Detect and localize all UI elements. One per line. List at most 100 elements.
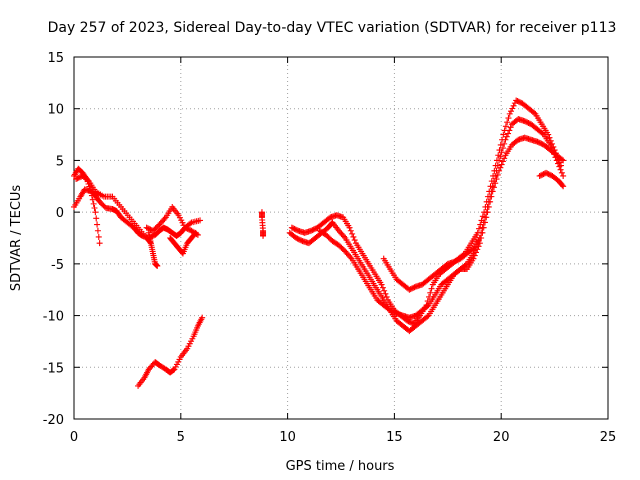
data-point xyxy=(346,252,353,259)
data-point xyxy=(504,119,511,126)
data-point xyxy=(547,141,554,148)
data-point xyxy=(548,145,555,152)
data-point xyxy=(428,285,435,292)
data-point xyxy=(381,287,388,294)
data-point xyxy=(191,230,198,237)
data-point xyxy=(537,140,544,147)
data-point xyxy=(308,227,315,234)
data-point xyxy=(409,320,416,327)
data-point xyxy=(557,166,564,173)
data-point xyxy=(499,158,506,165)
data-point xyxy=(531,109,538,116)
data-point xyxy=(502,123,509,130)
data-point xyxy=(90,200,97,207)
data-point xyxy=(537,172,544,179)
data-point xyxy=(388,308,395,315)
data-point xyxy=(382,290,389,297)
data-point xyxy=(501,155,508,162)
data-point xyxy=(490,184,497,191)
data-point xyxy=(499,145,506,152)
data-point xyxy=(192,229,199,236)
data-point xyxy=(343,249,350,256)
data-point xyxy=(470,255,477,262)
series-3 xyxy=(73,172,154,247)
data-point xyxy=(481,214,488,221)
data-point xyxy=(347,227,354,234)
data-point xyxy=(560,183,567,190)
data-point xyxy=(294,235,301,242)
data-point xyxy=(410,284,417,291)
data-point xyxy=(498,149,505,156)
data-point xyxy=(291,225,298,232)
data-point xyxy=(379,284,386,291)
data-point xyxy=(475,225,482,232)
data-point xyxy=(503,133,510,140)
data-point xyxy=(540,171,547,178)
series-13 xyxy=(536,169,567,190)
data-point xyxy=(505,130,512,137)
plot-frame xyxy=(73,56,609,420)
series-11 xyxy=(316,116,567,321)
data-point xyxy=(496,157,503,164)
data-point xyxy=(480,219,487,226)
data-point xyxy=(296,236,303,243)
data-point xyxy=(389,308,396,315)
data-point xyxy=(170,366,177,373)
data-point xyxy=(148,363,155,370)
data-point xyxy=(92,209,99,216)
data-point xyxy=(483,209,490,216)
data-point xyxy=(350,233,357,240)
series-2 xyxy=(71,186,201,241)
data-point xyxy=(536,172,543,179)
data-point xyxy=(187,220,194,227)
data-point xyxy=(378,281,385,288)
data-point xyxy=(478,229,485,236)
grid-lines xyxy=(74,57,608,419)
data-point xyxy=(199,314,206,321)
data-point xyxy=(493,167,500,174)
data-point xyxy=(479,224,486,231)
data-point xyxy=(149,362,156,369)
data-point xyxy=(453,257,460,264)
data-point xyxy=(515,98,522,105)
x-tick-label: 5 xyxy=(177,430,185,445)
y-tick-label: 15 xyxy=(47,51,64,66)
data-point xyxy=(556,163,563,170)
data-point xyxy=(452,258,459,265)
data-point xyxy=(497,153,504,160)
data-point xyxy=(340,233,347,240)
data-point xyxy=(551,151,558,158)
data-point xyxy=(560,172,567,179)
data-point xyxy=(544,170,551,177)
data-point xyxy=(506,127,513,134)
data-point xyxy=(469,246,476,253)
data-point xyxy=(553,157,560,164)
y-tick-label: 5 xyxy=(56,154,64,169)
data-point xyxy=(555,160,562,167)
chart-title: Day 257 of 2023, Sidereal Day-to-day VTE… xyxy=(48,20,617,36)
data-point xyxy=(451,258,458,265)
data-point xyxy=(470,250,477,257)
data-point xyxy=(91,205,98,212)
data-point xyxy=(558,169,565,176)
data-point xyxy=(487,193,494,200)
data-point xyxy=(455,256,462,263)
y-tick-label: -10 xyxy=(43,310,64,325)
data-point xyxy=(427,289,434,296)
data-point xyxy=(93,215,100,222)
data-point xyxy=(408,285,415,292)
data-point xyxy=(84,177,91,184)
series-5 xyxy=(145,229,161,269)
data-point xyxy=(552,154,559,161)
data-point xyxy=(89,196,96,203)
data-point xyxy=(476,235,483,241)
data-point xyxy=(497,141,504,148)
series-6 xyxy=(167,229,199,257)
data-point xyxy=(94,227,101,234)
data-point xyxy=(310,226,317,233)
data-point xyxy=(494,171,501,178)
series-12 xyxy=(380,235,483,293)
data-point xyxy=(525,119,532,126)
data-point xyxy=(539,130,546,137)
